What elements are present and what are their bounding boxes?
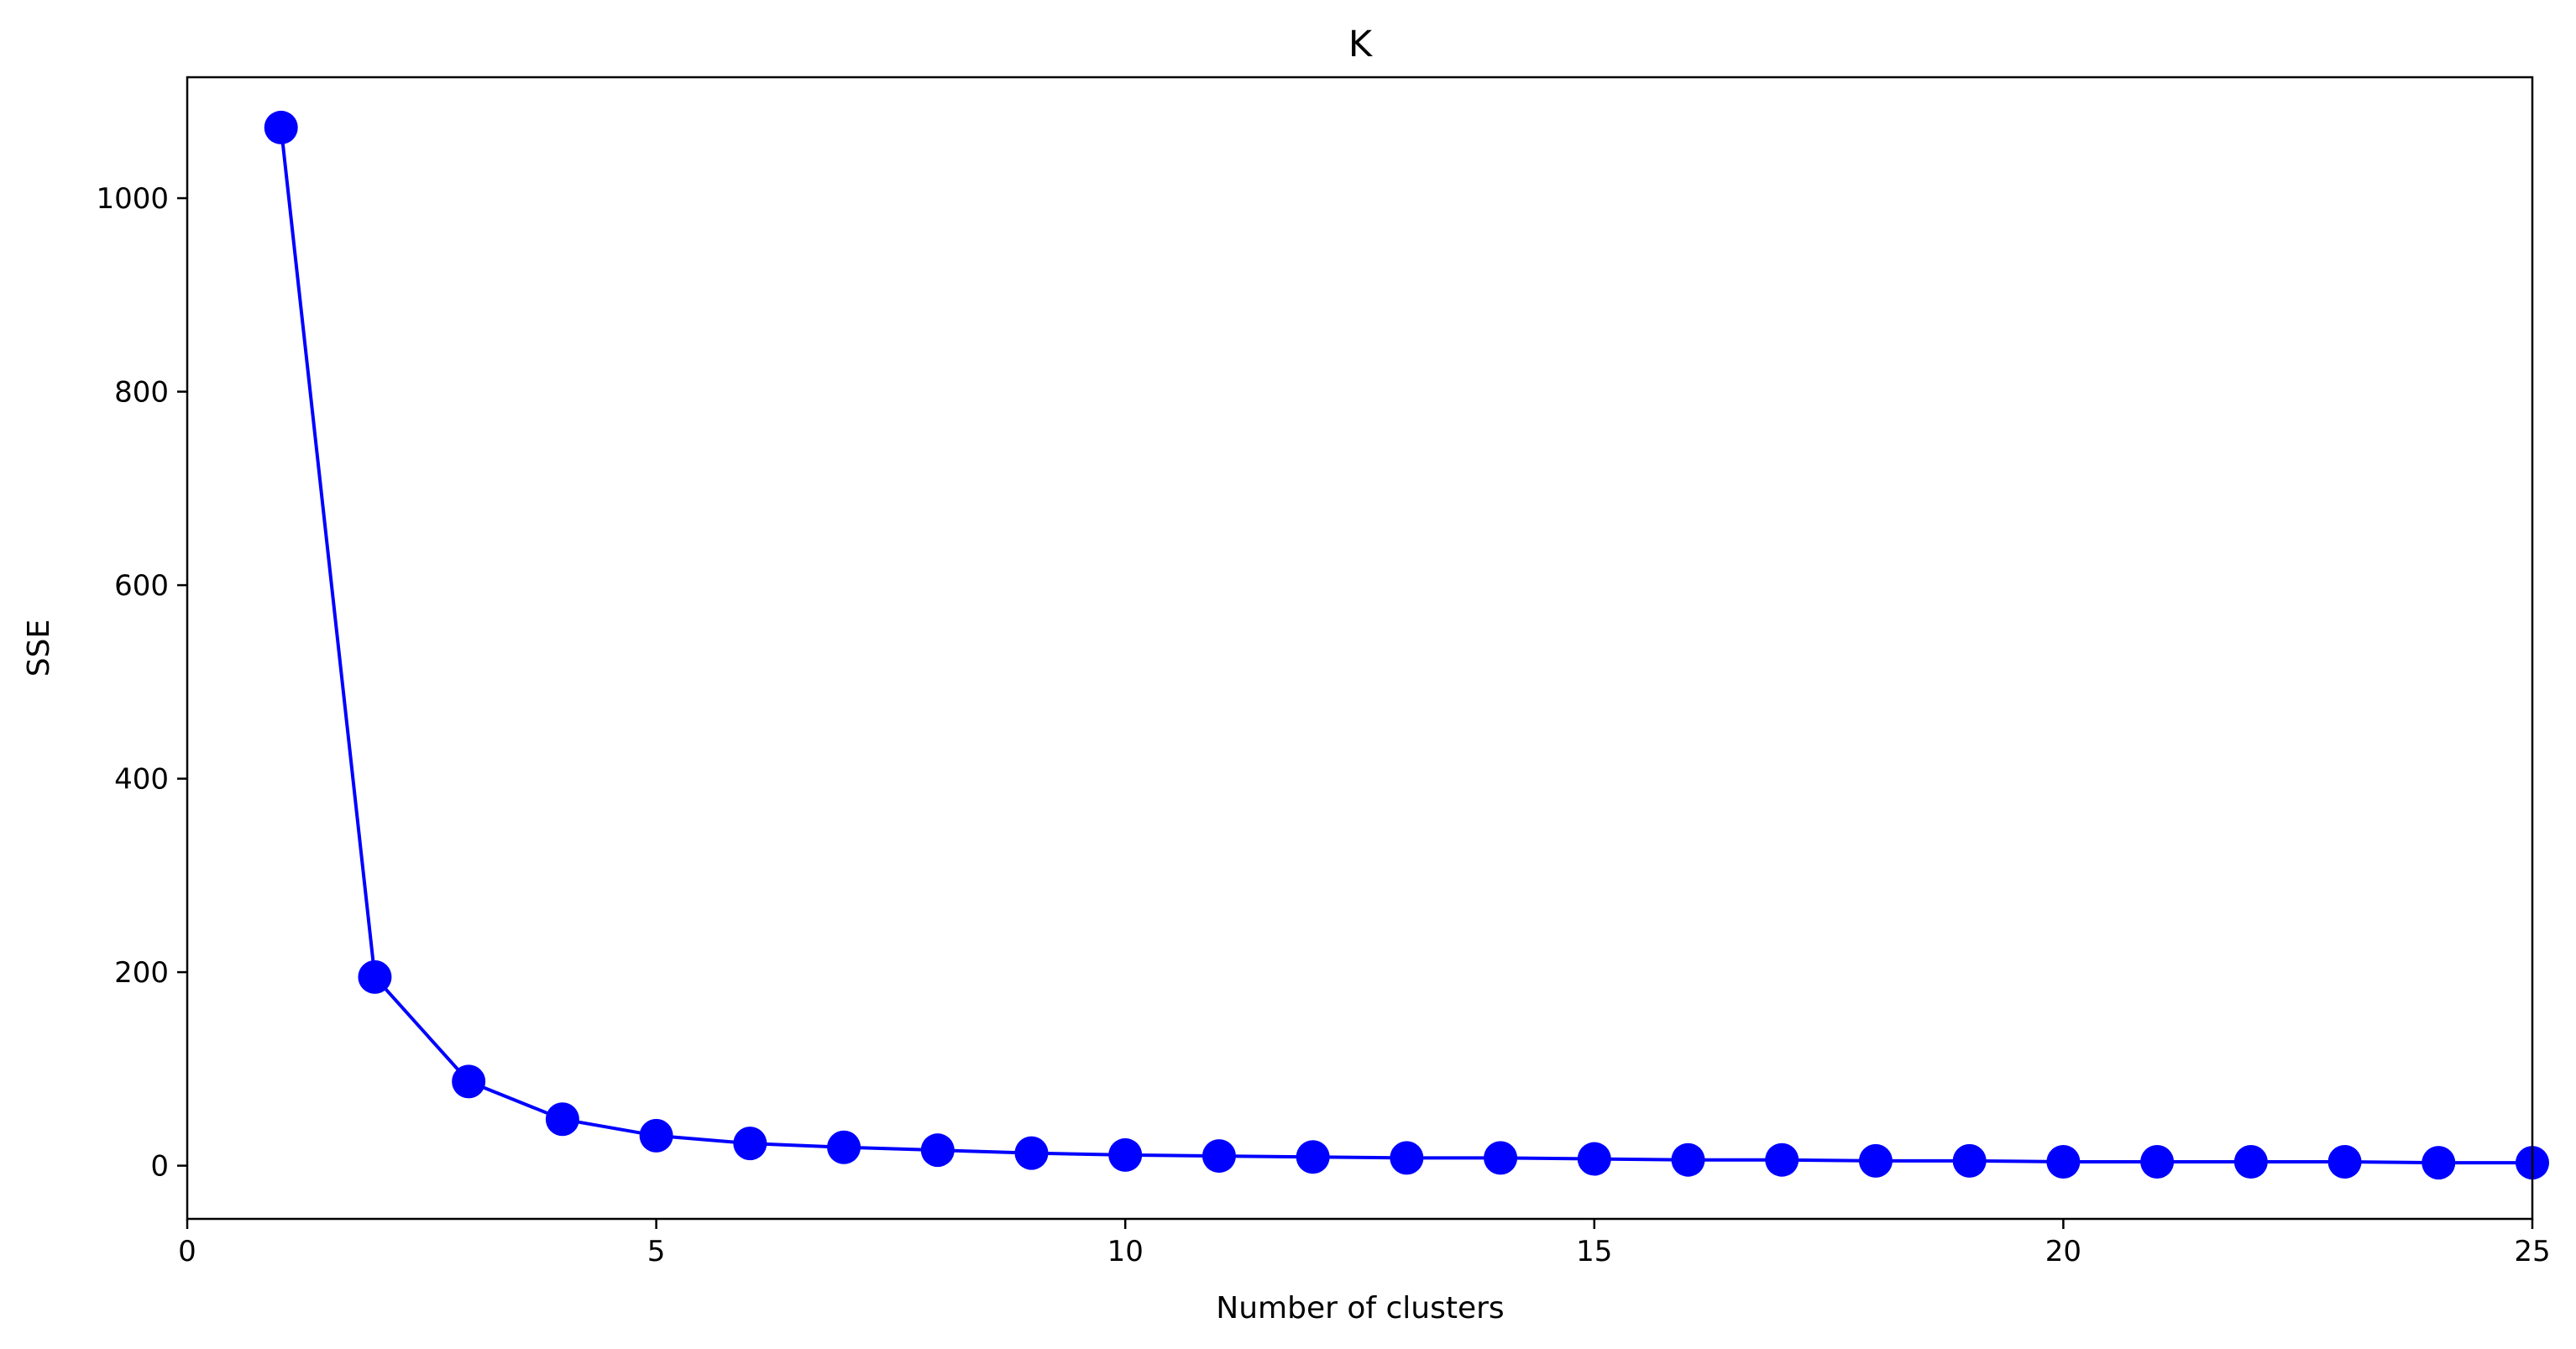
x-tick-label: 20 <box>2045 1235 2081 1268</box>
y-axis-title: SSE <box>22 620 56 677</box>
data-point <box>1765 1142 1799 1177</box>
x-axis: 0 5 10 15 20 25 <box>178 1219 2551 1268</box>
y-tick-label: 800 <box>114 376 169 410</box>
data-point <box>1014 1136 1049 1170</box>
data-point <box>264 110 298 144</box>
data-layer <box>264 110 2549 1180</box>
data-point <box>2233 1145 2268 1179</box>
data-point <box>1108 1137 1143 1172</box>
data-point <box>2140 1145 2175 1179</box>
data-point <box>639 1118 673 1153</box>
y-axis: 0 200 400 600 800 1000 <box>96 182 187 1184</box>
data-point <box>545 1102 579 1137</box>
data-point <box>1577 1142 1611 1176</box>
x-tick-label: 10 <box>1107 1235 1144 1268</box>
plot-frame <box>186 76 2534 1221</box>
chart-title: K <box>1348 24 1374 65</box>
x-tick-label: 5 <box>647 1235 666 1268</box>
y-tick-label: 1000 <box>96 182 169 216</box>
data-point <box>2046 1145 2081 1179</box>
data-point <box>827 1130 861 1164</box>
data-point <box>1858 1143 1893 1178</box>
data-point <box>1296 1140 1330 1174</box>
x-tick-label: 0 <box>178 1235 196 1268</box>
data-point <box>452 1064 486 1099</box>
data-point <box>358 959 392 994</box>
data-point <box>2327 1145 2362 1179</box>
data-point <box>733 1127 767 1161</box>
y-tick-label: 200 <box>114 956 169 990</box>
x-tick-label: 15 <box>1576 1235 1612 1268</box>
data-point <box>1952 1143 1987 1178</box>
data-point <box>920 1133 955 1168</box>
y-tick-label: 400 <box>114 763 169 797</box>
data-point <box>1390 1141 1424 1175</box>
y-tick-label: 600 <box>114 569 169 603</box>
data-point <box>2422 1146 2456 1180</box>
data-point <box>1484 1141 1518 1175</box>
data-point <box>1671 1142 1705 1177</box>
data-point <box>1202 1139 1236 1174</box>
y-tick-label: 0 <box>150 1150 169 1184</box>
x-tick-label: 25 <box>2514 1235 2550 1268</box>
x-axis-title: Number of clusters <box>1216 1291 1504 1325</box>
